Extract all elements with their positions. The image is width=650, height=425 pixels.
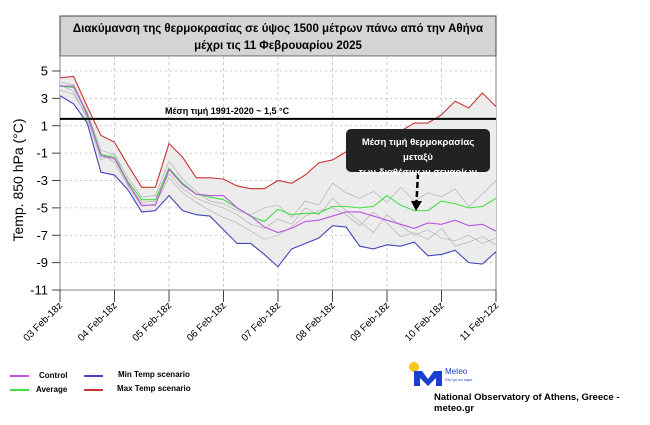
y-tick-label: -7 xyxy=(36,228,48,243)
x-tick-label: 06 Feb-18z xyxy=(185,300,229,344)
legend-swatch-min xyxy=(84,375,103,377)
y-tick-label: -3 xyxy=(36,173,48,188)
x-tick-label: 11 Feb-12z xyxy=(458,300,501,343)
legend-swatch-max xyxy=(84,389,103,391)
annotation-line-1: Μέση τιμή θερμοκρασίας μεταξύ xyxy=(361,137,475,163)
annotation-box: Μέση τιμή θερμοκρασίας μεταξύ των διαθέσ… xyxy=(346,129,490,178)
y-tick-label: -11 xyxy=(30,283,48,298)
y-tick-label: -5 xyxy=(36,200,48,215)
min-temp-scenario-line xyxy=(59,95,497,268)
annotation-arrow xyxy=(415,172,420,203)
chart-title-line-2: μέχρι τις 11 Φεβρουαρίου 2025 xyxy=(194,40,362,52)
y-tick-label: 1 xyxy=(41,118,48,133)
chart-title-line-1: Διακύμανση της θερμοκρασίας σε ύψος 1500… xyxy=(73,23,483,35)
legend-swatch-average xyxy=(10,389,29,391)
y-tick-label: -9 xyxy=(36,255,48,270)
footer-credit: National Observatory of Athens, Greece -… xyxy=(434,392,620,414)
ensemble-range-band xyxy=(60,76,496,267)
max-temp-scenario-line xyxy=(59,75,497,190)
annotation-arrowhead xyxy=(411,201,422,211)
x-tick-label: 09 Feb-18z xyxy=(349,300,393,344)
reference-line-label: Μέση τιμή 1991-2020 ~ 1,5 °C xyxy=(165,106,290,116)
y-tick-label: -1 xyxy=(36,146,48,161)
y-axis-label: Temp. 850 hPa (°C) xyxy=(10,118,26,241)
title-box xyxy=(59,15,497,57)
ensemble-member-line xyxy=(59,89,497,247)
x-tick-label: 03 Feb-18z xyxy=(22,300,66,344)
legend-max-temp: Max Temp scenario xyxy=(117,384,191,393)
x-tick-label: 04 Feb-18z xyxy=(76,300,120,344)
x-tick-label: 08 Feb-18z xyxy=(294,300,338,344)
annotation-line-2: των διαθέσιμων σεναρίων xyxy=(358,167,478,178)
x-tick-label: 10 Feb-18z xyxy=(403,300,447,344)
average-line xyxy=(59,85,497,223)
x-tick-label: 05 Feb-18z xyxy=(131,300,175,344)
legend-swatch-control xyxy=(10,375,29,377)
x-tick-label: 07 Feb-18z xyxy=(240,300,284,344)
legend-average: Average xyxy=(36,385,68,394)
ensemble-member-line xyxy=(59,81,497,218)
control-line xyxy=(60,85,497,234)
y-tick-label: 3 xyxy=(41,91,48,106)
legend-min-temp: Min Temp scenario xyxy=(118,370,190,379)
legend-control: Control xyxy=(39,371,68,380)
y-tick-label: 5 xyxy=(41,64,48,79)
